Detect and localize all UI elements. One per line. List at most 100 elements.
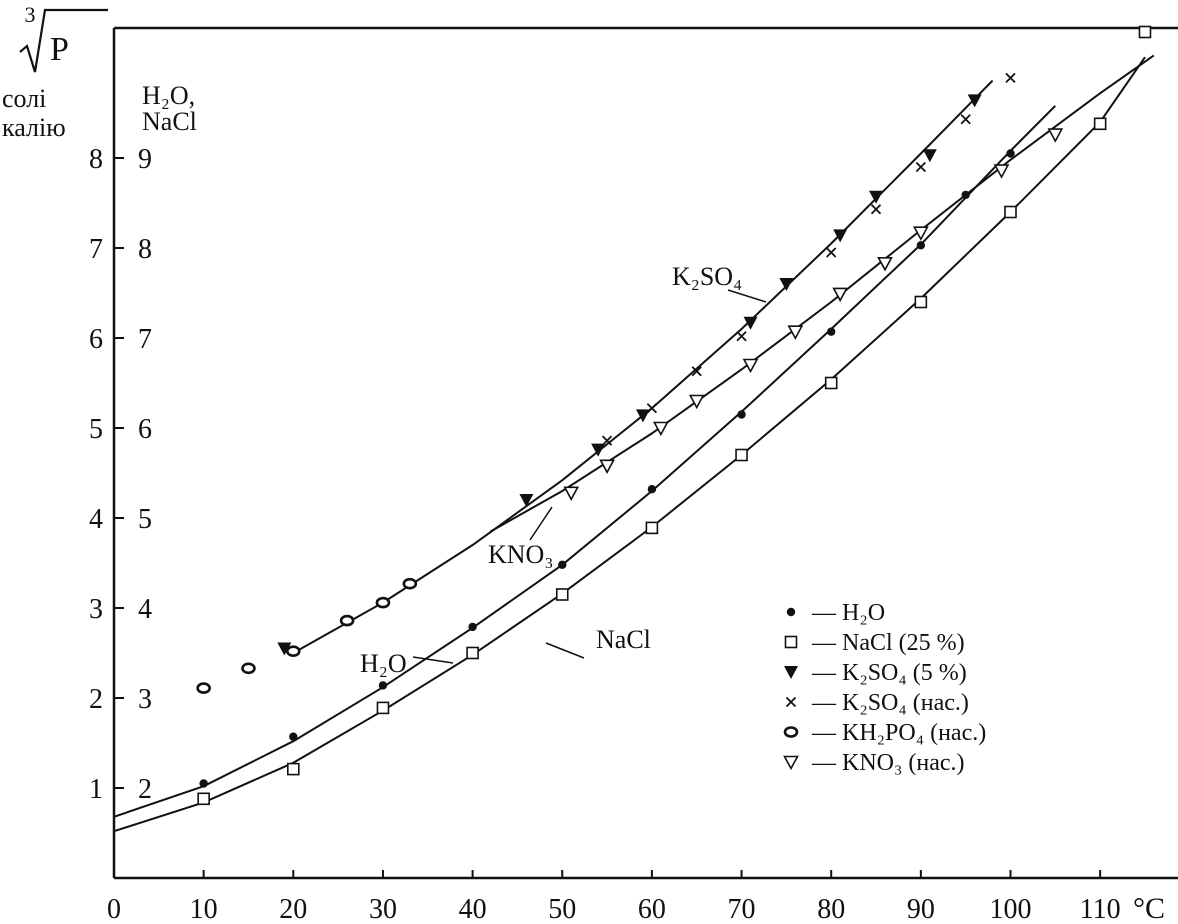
y-tick-label-left: 6 (89, 324, 103, 355)
data-point-cross (646, 403, 658, 414)
data-point-triangle-down-open (688, 394, 705, 410)
data-point-triangle-down-filled (779, 278, 794, 291)
annotation-kno3-leader (529, 506, 553, 541)
annotation-kno3: KNO₃ (488, 540, 553, 569)
data-point-cross (736, 331, 747, 342)
legend-label: — KH₂PO₄ (нас.) (811, 720, 986, 746)
y-tick-label-right: 5 (138, 504, 152, 535)
x-tick-label: 100 (990, 894, 1032, 924)
curve-4 (113, 56, 1146, 833)
root-index: 3 (25, 2, 36, 27)
y-label-left-line: солі (2, 84, 46, 113)
data-point-triangle-down-filled (277, 642, 292, 656)
legend-label: — K₂SO₄ (5 %) (811, 660, 967, 686)
data-point-triangle-down-open (563, 486, 580, 501)
y-ticks-left: 1 2 3 4 5 6 7 8 (89, 144, 124, 805)
data-point-cross (691, 366, 702, 377)
data-point-dot (647, 485, 657, 494)
data-point-ring (285, 645, 301, 658)
cube-root-symbol: 3 P (19, 2, 108, 73)
data-point-ring (196, 682, 211, 694)
y-tick-label-right: 9 (138, 144, 152, 175)
x-tick-label: 80 (817, 894, 845, 924)
data-point-triangle-down-filled (635, 409, 650, 423)
plot-frame (112, 26, 1178, 880)
data-point-triangle-down-filled (591, 443, 606, 457)
annotations: K₂SO₄ KNO₃ H₂O NaCl (360, 262, 767, 678)
legend-marker-triangle-down-open (783, 755, 799, 771)
y-tick-label-left: 1 (89, 774, 103, 805)
legend-marker-triangle-down-filled (784, 666, 798, 679)
data-point-dot (378, 681, 388, 690)
data-point-cross (826, 247, 837, 258)
data-point-triangle-down-open (877, 256, 893, 272)
curve-3 (113, 105, 1057, 818)
x-tick-label: 90 (907, 894, 935, 924)
data-point-ring (241, 662, 256, 675)
data-point-cross (601, 435, 613, 446)
data-point-dot (916, 241, 926, 250)
data-point-square (1093, 117, 1107, 131)
legend-label: — K₂SO₄ (нас.) (811, 690, 969, 716)
data-point-square (1004, 205, 1017, 219)
data-point-triangle-down-filled (833, 229, 848, 243)
x-tick-label: 10 (190, 894, 218, 924)
x-tick-label: 70 (728, 894, 756, 924)
data-point-square (735, 448, 748, 462)
x-tick-label: 0 (107, 894, 121, 924)
legend-label: — H₂O (811, 600, 885, 626)
y-tick-label-right: 2 (138, 774, 152, 805)
data-point-dot (289, 732, 298, 741)
data-point-cross (915, 161, 926, 173)
data-point-triangle-down-open (913, 226, 929, 241)
data-point-triangle-down-open (787, 325, 804, 340)
y-tick-label-right: 7 (138, 324, 152, 355)
data-point-triangle-down-filled (743, 316, 758, 330)
y-tick-label-left: 2 (89, 684, 103, 715)
x-tick-label: 60 (638, 894, 666, 924)
annotation-h2o: H₂O (360, 649, 407, 678)
data-point-square (286, 762, 300, 776)
y-label-right: H₂O,NaCl (142, 81, 197, 136)
data-point-cross (1005, 72, 1016, 84)
y-tick-label-right: 3 (138, 684, 152, 715)
data-point-triangle-down-filled (967, 94, 982, 108)
x-ticks: 0 10 20 30 40 50 60 70 80 90 100 110 (107, 870, 1121, 924)
data-point-triangle-down-open (742, 358, 759, 374)
data-point-triangle-down-open (599, 459, 615, 474)
y-tick-label-left: 8 (89, 144, 103, 175)
data-point-square (824, 376, 838, 390)
y-label-right-line: NaCl (142, 107, 197, 136)
data-point-ring (375, 596, 391, 609)
x-tick-label: 40 (459, 894, 487, 924)
data-point-square (555, 588, 569, 601)
data-point-square (645, 521, 659, 535)
legend-label: — KNO₃ (нас.) (811, 750, 965, 776)
data-point-dot (468, 622, 477, 632)
x-tick-label: 30 (369, 894, 397, 924)
data-point-square (376, 701, 390, 715)
annotation-nacl: NaCl (596, 625, 651, 654)
y-label-right-line: H₂O, (142, 81, 195, 110)
data-point-cross (870, 204, 882, 215)
data-point-dot (558, 560, 567, 569)
data-point-ring (339, 614, 355, 627)
annotation-h2o-leader (412, 656, 454, 664)
data-point-triangle-down-open (832, 287, 849, 303)
y-tick-label-right: 4 (138, 594, 152, 625)
annotation-nacl-leader (545, 642, 585, 659)
x-tick-label: 20 (279, 894, 307, 924)
legend-label: — NaCl (25 %) (811, 630, 965, 656)
y-tick-label-left: 7 (89, 234, 103, 265)
data-point-square (914, 295, 928, 309)
legend-marker-ring (783, 726, 799, 738)
data-point-square (1138, 25, 1152, 39)
legend-marker-square (784, 635, 798, 649)
radicand: P (50, 31, 69, 68)
curve-1 (292, 79, 994, 654)
data-point-triangle-down-open (993, 164, 1010, 179)
y-tick-label-right: 6 (138, 414, 152, 445)
data-point-ring (402, 577, 418, 590)
annotation-k2so4: K₂SO₄ (672, 262, 742, 291)
